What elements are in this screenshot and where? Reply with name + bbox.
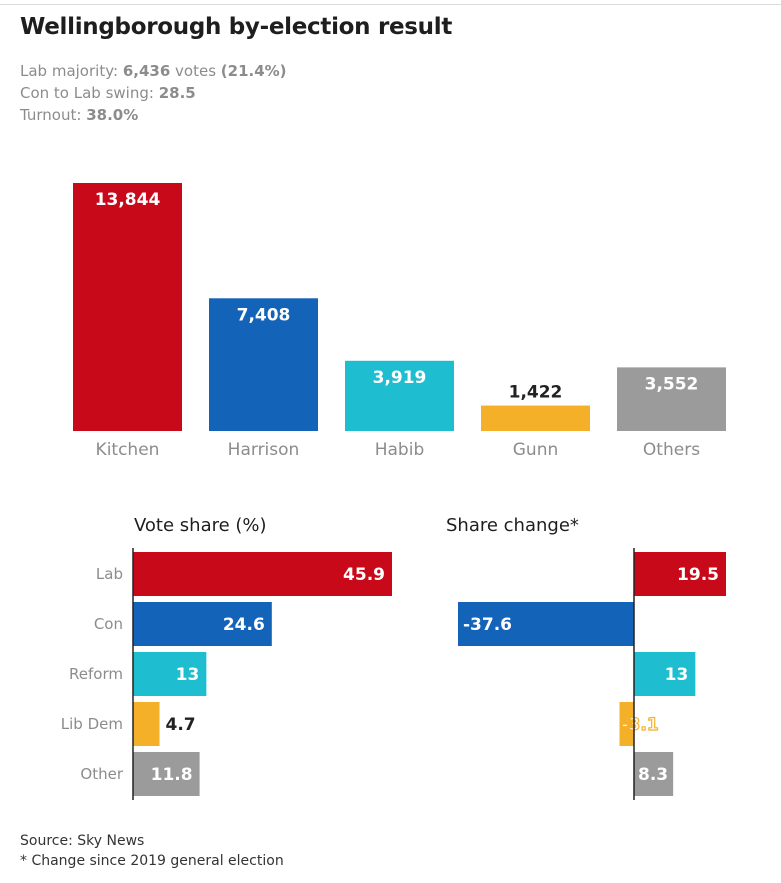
change-value-con: -37.6 [463, 615, 512, 635]
share-bar-other [133, 752, 200, 796]
share-change-title: Share change* [446, 515, 579, 536]
turnout-line: Turnout: 38.0% [20, 104, 287, 126]
change-bar-lab [634, 552, 726, 596]
change-footnote: * Change since 2019 general election [20, 853, 284, 869]
bar-category-others: Others [643, 440, 700, 460]
change-value-reform: 13 [665, 665, 689, 685]
bar-gunn [481, 405, 590, 431]
bar-value-habib: 3,919 [373, 368, 427, 388]
share-value-other: 11.8 [151, 765, 193, 785]
bar-kitchen [73, 183, 182, 431]
change-bar-con [458, 602, 634, 646]
majority-pct: (21.4%) [220, 62, 287, 80]
swing-line: Con to Lab swing: 28.5 [20, 82, 287, 104]
bar-value-harrison: 7,408 [237, 305, 291, 325]
share-category-reform: Reform [69, 665, 123, 683]
change-value-lab: 19.5 [677, 565, 719, 585]
share-bar-lab [133, 552, 392, 596]
share-value-lab: 45.9 [343, 565, 385, 585]
share-category-lab: Lab [96, 565, 123, 583]
share-value-con: 24.6 [223, 615, 265, 635]
turnout-value: 38.0% [86, 106, 139, 124]
majority-label: Lab majority: [20, 62, 123, 80]
share-category-other: Other [80, 765, 123, 783]
share-bar-reform [133, 652, 207, 696]
swing-value: 28.5 [158, 84, 196, 102]
share-value-lib-dem: 4.7 [166, 715, 196, 735]
page-title: Wellingborough by-election result [20, 14, 453, 40]
bar-value-gunn: 1,422 [509, 383, 563, 403]
majority-suffix: votes [170, 62, 221, 80]
bar-category-habib: Habib [375, 440, 425, 460]
majority-value: 6,436 [122, 62, 171, 80]
bar-category-kitchen: Kitchen [96, 440, 160, 460]
swing-label: Con to Lab swing: [20, 84, 159, 102]
bar-value-others: 3,552 [645, 374, 699, 394]
bar-harrison [209, 298, 318, 431]
bar-others [617, 367, 726, 431]
top-rule [0, 4, 781, 5]
share-category-con: Con [94, 615, 123, 633]
bar-category-harrison: Harrison [228, 440, 300, 460]
turnout-label: Turnout: [20, 106, 87, 124]
change-bar-other [634, 752, 674, 796]
change-value-other: 8.3 [638, 765, 668, 785]
change-value-lib-dem: -3.1 [621, 715, 658, 735]
change-bar-reform [634, 652, 696, 696]
bar-value-kitchen: 13,844 [95, 190, 161, 210]
share-bar-con [133, 602, 272, 646]
share-category-lib-dem: Lib Dem [61, 715, 123, 733]
source-note: Source: Sky News [20, 833, 145, 849]
share-bar-lib-dem [133, 702, 160, 746]
bar-category-gunn: Gunn [513, 440, 559, 460]
vote-share-title: Vote share (%) [134, 515, 267, 536]
share-value-reform: 13 [176, 665, 200, 685]
footer: Source: Sky News * Change since 2019 gen… [20, 831, 284, 871]
bar-habib [345, 360, 454, 431]
summary-stats: Lab majority: 6,436 votes (21.4%) Con to… [20, 60, 287, 126]
change-bar-lib-dem [619, 702, 634, 746]
majority-line: Lab majority: 6,436 votes (21.4%) [20, 60, 287, 82]
